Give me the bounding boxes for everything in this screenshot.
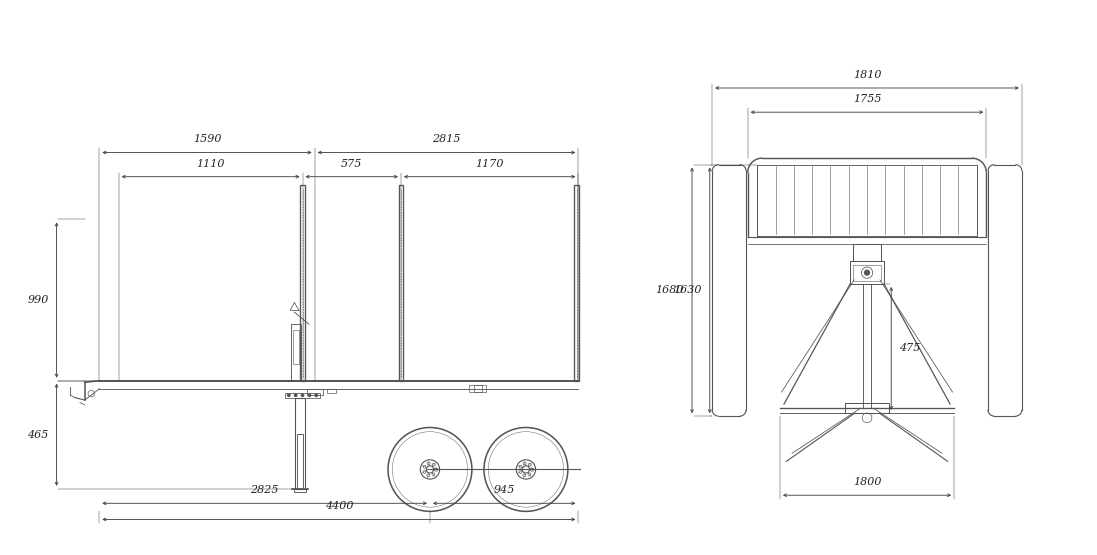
Text: 2815: 2815 xyxy=(432,134,461,144)
Text: 1800: 1800 xyxy=(852,477,881,487)
Text: 1590: 1590 xyxy=(193,134,222,144)
Bar xyxy=(398,185,404,381)
Bar xyxy=(853,265,881,281)
Bar xyxy=(327,389,337,393)
Circle shape xyxy=(519,471,522,473)
Bar xyxy=(863,284,871,408)
Bar xyxy=(293,330,299,364)
Bar xyxy=(474,385,486,392)
Bar xyxy=(297,434,303,489)
Text: 990: 990 xyxy=(27,295,48,305)
Bar xyxy=(291,324,301,381)
Text: 1810: 1810 xyxy=(852,70,881,80)
Circle shape xyxy=(523,462,527,465)
Circle shape xyxy=(287,394,290,396)
Circle shape xyxy=(434,468,438,471)
Text: 575: 575 xyxy=(341,159,362,169)
Circle shape xyxy=(531,468,533,471)
Circle shape xyxy=(432,463,436,466)
Text: 1630: 1630 xyxy=(674,285,702,295)
Circle shape xyxy=(519,465,522,468)
Circle shape xyxy=(427,462,430,465)
Circle shape xyxy=(315,394,317,396)
Circle shape xyxy=(434,468,438,471)
Circle shape xyxy=(423,471,426,473)
Text: 475: 475 xyxy=(900,344,920,354)
Circle shape xyxy=(308,394,310,396)
Bar xyxy=(301,185,305,381)
Text: 945: 945 xyxy=(494,485,514,495)
Bar xyxy=(306,389,323,395)
Text: 2825: 2825 xyxy=(250,485,279,495)
Bar xyxy=(294,489,306,492)
Bar xyxy=(853,244,881,261)
Bar xyxy=(470,385,483,392)
Circle shape xyxy=(294,394,297,396)
Bar xyxy=(285,393,320,397)
Bar xyxy=(850,261,884,284)
Text: 465: 465 xyxy=(27,430,48,440)
Circle shape xyxy=(302,394,304,396)
Bar xyxy=(575,185,579,381)
Text: 1680: 1680 xyxy=(656,285,683,295)
Circle shape xyxy=(423,465,426,468)
Circle shape xyxy=(427,474,430,477)
Text: 1755: 1755 xyxy=(852,94,881,104)
Bar xyxy=(295,397,305,489)
Circle shape xyxy=(528,473,531,476)
Bar xyxy=(845,403,890,413)
Text: 4400: 4400 xyxy=(325,501,353,511)
Circle shape xyxy=(432,473,436,476)
Text: 1110: 1110 xyxy=(196,159,225,169)
Circle shape xyxy=(864,270,870,275)
Circle shape xyxy=(531,468,533,471)
Text: 1170: 1170 xyxy=(475,159,504,169)
Circle shape xyxy=(529,463,531,466)
Circle shape xyxy=(523,474,525,477)
